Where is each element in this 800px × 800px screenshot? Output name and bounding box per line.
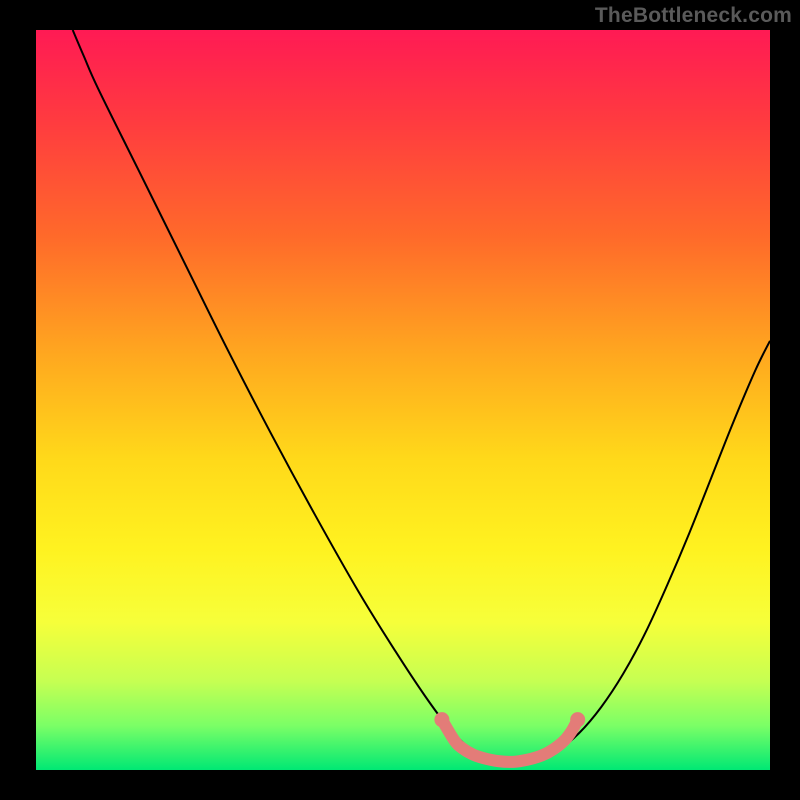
highlight-endpoint-dot: [434, 712, 449, 727]
highlight-endpoint-dot: [570, 712, 585, 727]
chart-canvas: TheBottleneck.com: [0, 0, 800, 800]
watermark-text: TheBottleneck.com: [595, 4, 792, 28]
bottleneck-chart: [0, 0, 800, 800]
gradient-background: [36, 30, 770, 770]
